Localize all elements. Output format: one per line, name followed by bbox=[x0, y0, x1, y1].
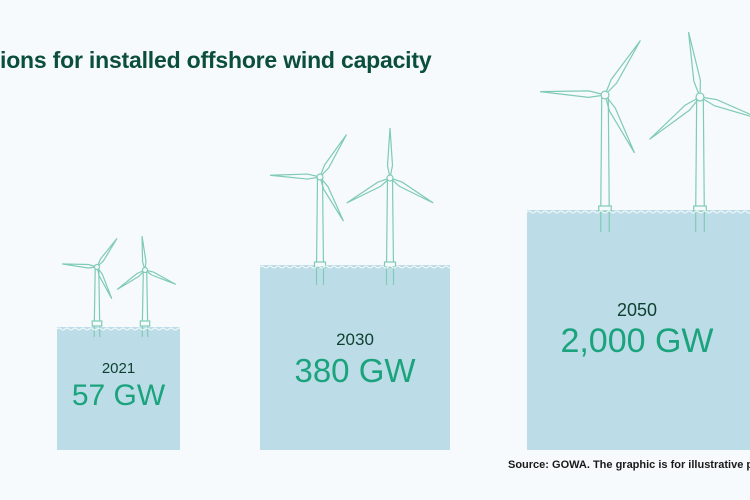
capacity-box-2030: 2030 380 GW bbox=[260, 265, 450, 450]
value-label: 57 GW bbox=[71, 379, 166, 412]
wave-line bbox=[259, 265, 453, 269]
wind-turbine-icon bbox=[540, 40, 641, 232]
year-label: 2021 bbox=[101, 360, 136, 377]
wind-turbine-icon bbox=[269, 134, 348, 285]
source-note: Source: GOWA. The graphic is for illustr… bbox=[508, 459, 750, 471]
capacity-box-2021: 2021 57 GW bbox=[57, 327, 180, 450]
year-label: 2030 bbox=[336, 330, 374, 349]
wave-line bbox=[56, 327, 186, 331]
wind-turbine-icon bbox=[649, 31, 750, 232]
value-label: 2,000 GW bbox=[560, 322, 714, 360]
wind-turbine-icon bbox=[346, 127, 434, 285]
wave-line bbox=[526, 210, 750, 214]
chart-title: ions for installed offshore wind capacit… bbox=[0, 47, 432, 73]
value-label: 380 GW bbox=[294, 352, 416, 389]
wind-turbine-icon bbox=[62, 237, 118, 337]
year-label: 2050 bbox=[616, 300, 658, 320]
wind-turbine-icon bbox=[116, 236, 177, 337]
capacity-box-2050: 2050 2,000 GW bbox=[527, 210, 750, 450]
